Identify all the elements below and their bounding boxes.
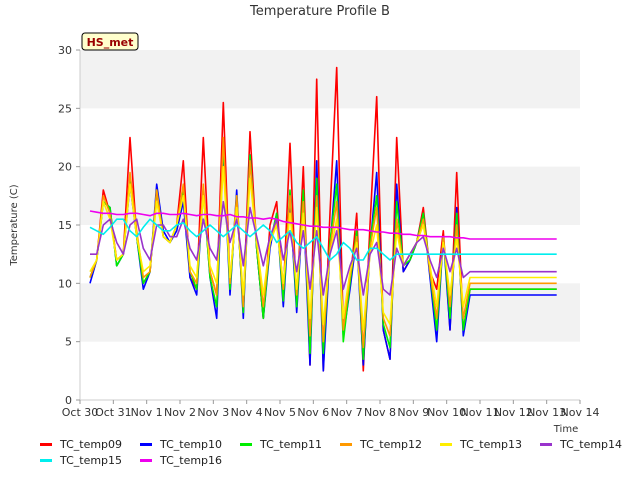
legend-swatch [40, 442, 52, 446]
legend-swatch [40, 458, 52, 462]
hs-met-badge: HS_met [81, 32, 139, 51]
series-line-tc_temp15 [89, 218, 557, 261]
grid-bands [80, 50, 580, 400]
legend-swatch [340, 442, 352, 446]
y-axis-label: Temperature (C) [9, 184, 20, 266]
legend-item: TC_temp13 [440, 438, 540, 451]
legend-swatch [140, 458, 152, 462]
x-tick-label: Oct 31 [95, 406, 132, 419]
series-layer [89, 66, 557, 372]
legend-item: TC_temp12 [340, 438, 440, 451]
y-tick-label: 25 [58, 102, 72, 115]
x-tick-label: Nov 6 [297, 406, 329, 419]
grid-band [80, 50, 580, 109]
y-tick-label: 10 [58, 277, 72, 290]
x-tick-label: Nov 14 [561, 406, 600, 419]
series-line-tc_temp13 [89, 165, 557, 331]
legend-label: TC_temp15 [60, 453, 123, 467]
legend-swatch [440, 442, 452, 446]
legend-item: TC_temp15 [40, 454, 140, 467]
legend-label: TC_temp12 [360, 437, 423, 451]
chart-title: Temperature Profile B [249, 4, 390, 19]
legend-swatch [540, 442, 552, 446]
x-tick-label: Nov 5 [264, 406, 296, 419]
series-line-tc_temp10 [89, 148, 557, 372]
y-tick-label: 5 [65, 336, 72, 349]
grid-band [80, 283, 580, 342]
legend-label: TC_temp11 [260, 437, 323, 451]
x-tick-label: Nov 9 [397, 406, 429, 419]
x-tick-label: Oct 30 [62, 406, 99, 419]
legend-label: TC_temp09 [60, 437, 123, 451]
x-tick-label: Nov 4 [231, 406, 263, 419]
y-tick-label: 20 [58, 161, 72, 174]
legend-label: TC_temp10 [160, 437, 223, 451]
legend-item: TC_temp16 [140, 454, 240, 467]
legend: TC_temp09 TC_temp10 TC_temp11 TC_temp12 TC_t… [40, 436, 640, 468]
x-tick-label: Nov 10 [427, 406, 466, 419]
legend-row: TC_temp09 TC_temp10 TC_temp11 TC_temp12 TC_t… [40, 436, 640, 452]
x-tick-label: Nov 13 [527, 406, 566, 419]
legend-item: TC_temp11 [240, 438, 340, 451]
legend-item: TC_temp10 [140, 438, 240, 451]
legend-item: TC_temp14 [540, 438, 640, 451]
x-axis-label: Time [553, 424, 578, 435]
legend-row: TC_temp15 TC_temp16 [40, 452, 640, 468]
y-tick-label: 30 [58, 44, 72, 57]
axes [76, 49, 581, 404]
legend-item: TC_temp09 [40, 438, 140, 451]
legend-label: TC_temp16 [160, 453, 223, 467]
x-tick-label: Nov 2 [164, 406, 196, 419]
x-tick-label: Nov 12 [494, 406, 533, 419]
hs-met-badge-label: HS_met [87, 36, 134, 49]
legend-swatch [140, 442, 152, 446]
legend-label: TC_temp13 [460, 437, 523, 451]
x-tick-label: Nov 3 [197, 406, 229, 419]
legend-label: TC_temp14 [560, 437, 623, 451]
series-line-tc_temp16 [89, 210, 557, 240]
x-tick-label: Nov 8 [364, 406, 396, 419]
x-tick-label: Nov 1 [131, 406, 163, 419]
y-tick-label: 0 [65, 394, 72, 407]
series-line-tc_temp14 [90, 200, 557, 296]
y-tick-label: 15 [58, 219, 72, 232]
y-tick-labels: 0 5 10 15 20 25 30 [58, 44, 72, 407]
x-tick-label: Nov 11 [461, 406, 500, 419]
x-tick-label: Nov 7 [331, 406, 363, 419]
legend-swatch [240, 442, 252, 446]
